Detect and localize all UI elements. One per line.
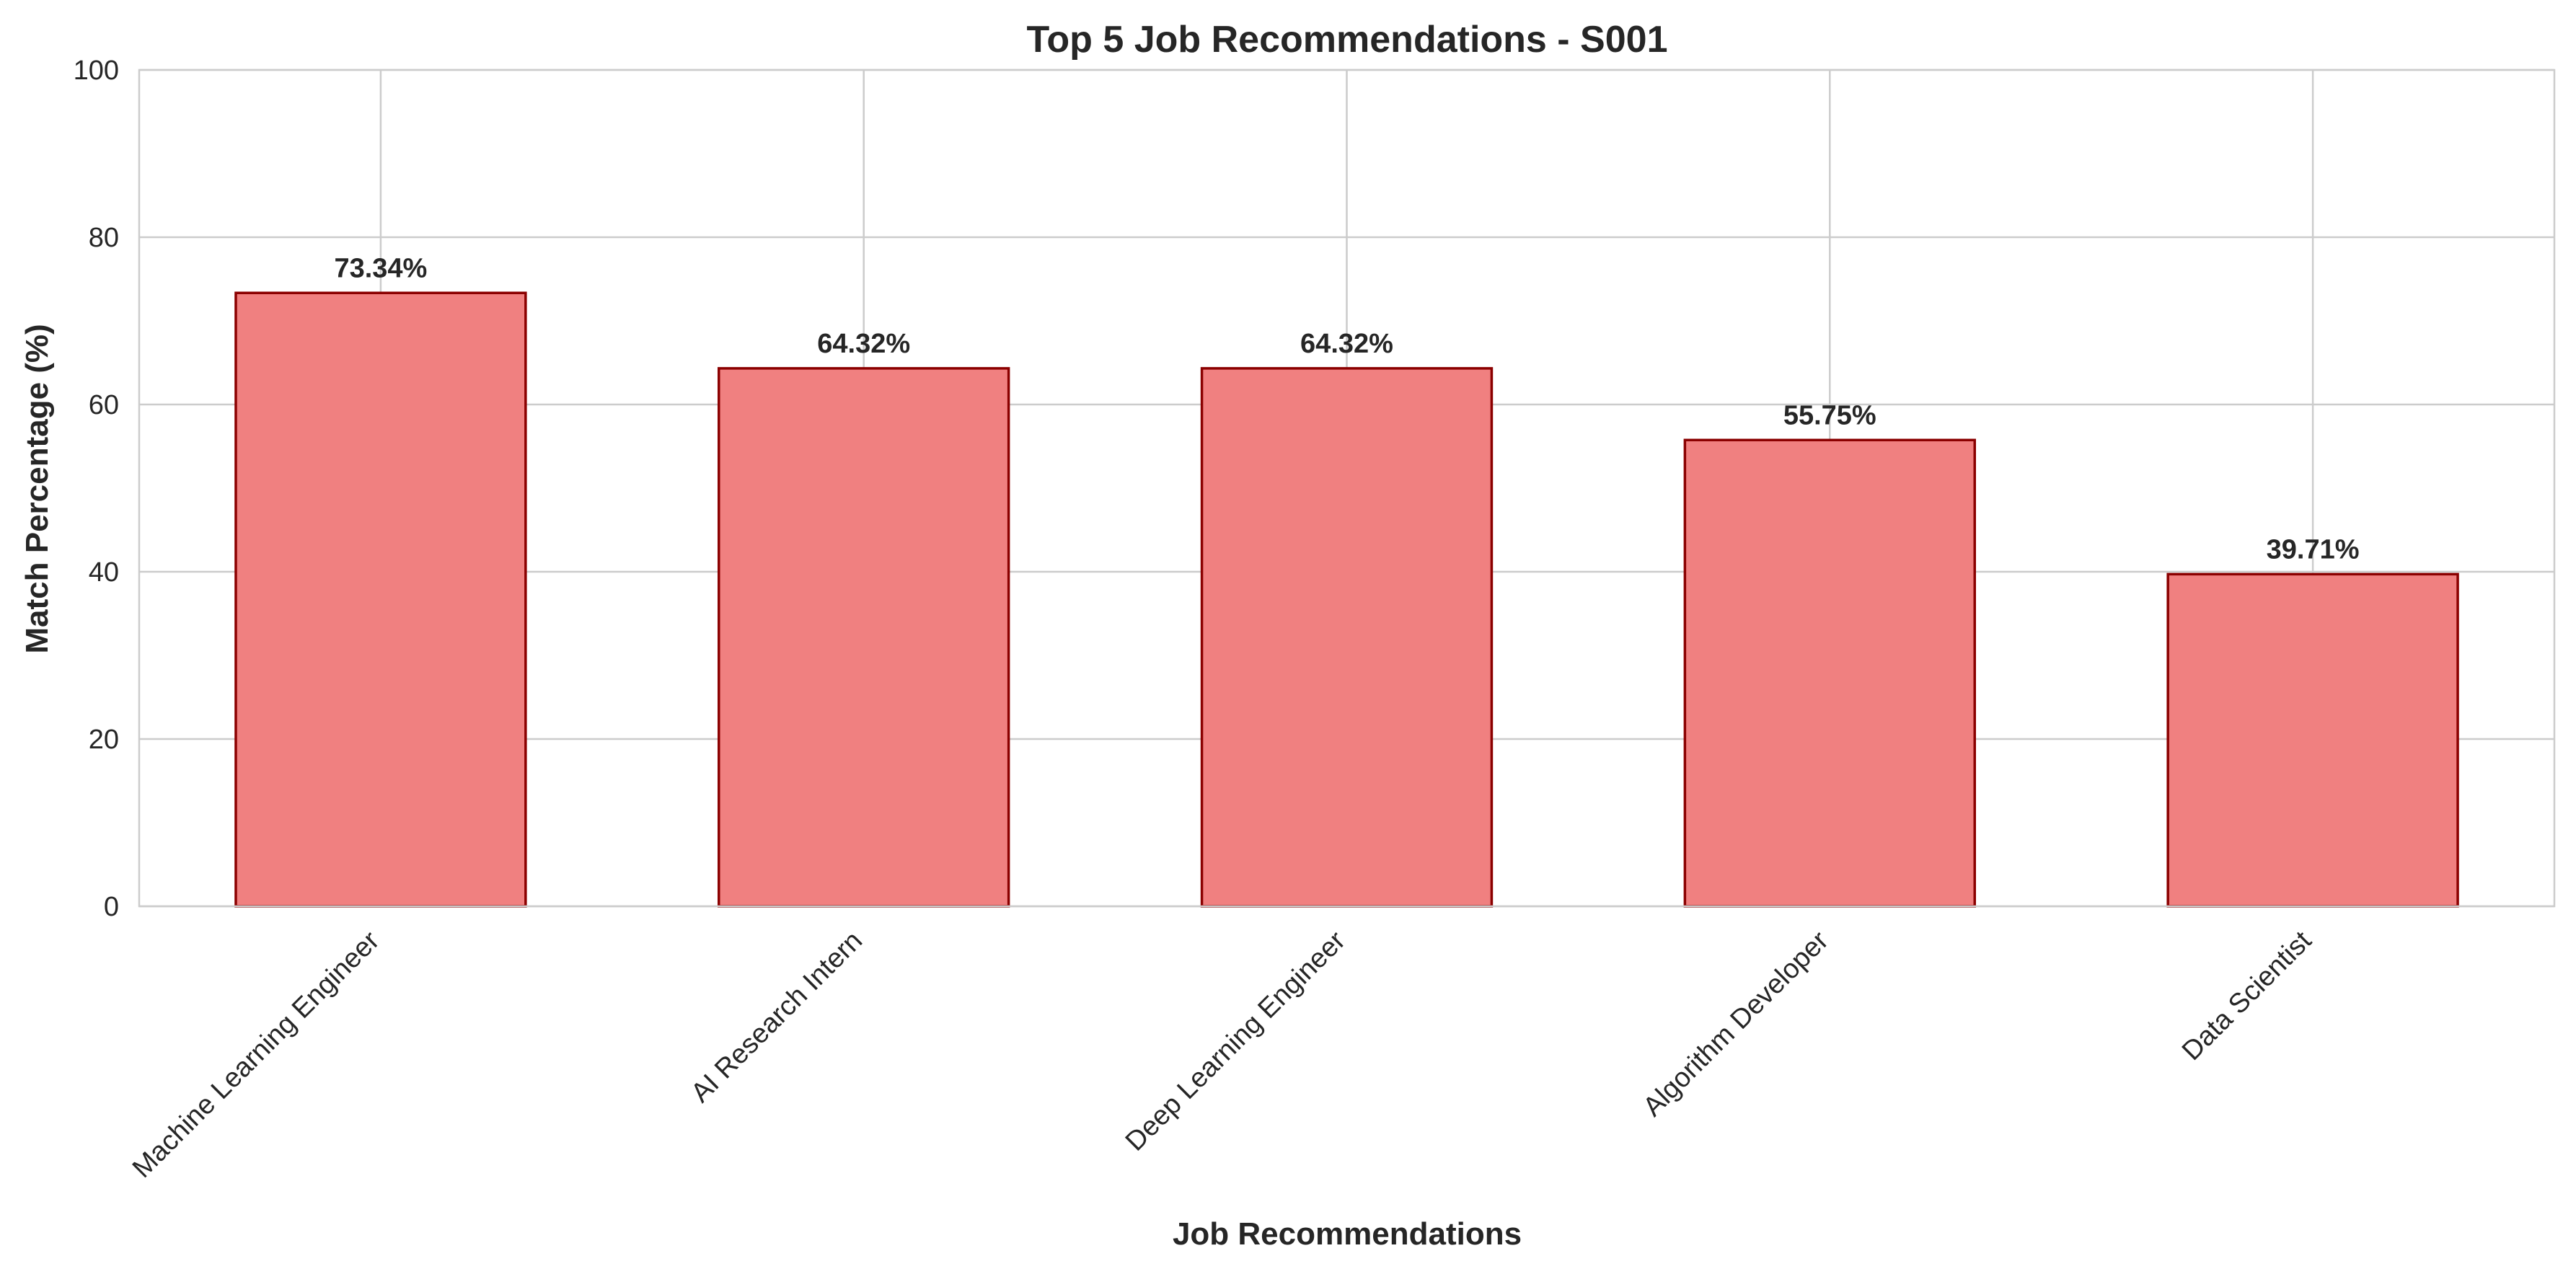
bar-value-label: 39.71% [2267, 534, 2360, 565]
plot-frame [138, 68, 2556, 908]
bar [1683, 438, 1976, 908]
bar-value-label: 73.34% [334, 253, 427, 283]
bar [234, 291, 527, 908]
y-tick-label: 0 [104, 892, 119, 922]
bar-value-label: 64.32% [817, 329, 910, 359]
x-axis-label: Job Recommendations [1173, 1216, 1522, 1252]
bar-value-label: 64.32% [1300, 329, 1393, 359]
bar [718, 367, 1010, 908]
y-tick-label: 80 [89, 223, 119, 253]
y-tick-label: 20 [89, 725, 119, 755]
y-axis-label: Match Percentage (%) [19, 324, 55, 653]
spine-layer [138, 68, 2556, 908]
y-tick-label: 100 [74, 56, 119, 86]
y-tick-label: 40 [89, 557, 119, 588]
y-tick-label: 60 [89, 390, 119, 420]
bar-layer [234, 291, 2459, 908]
bar-value-label: 55.75% [1783, 400, 1876, 430]
bar [2166, 572, 2459, 908]
chart-title: Top 5 Job Recommendations - S001 [1026, 19, 1667, 61]
bar [1200, 367, 1494, 908]
